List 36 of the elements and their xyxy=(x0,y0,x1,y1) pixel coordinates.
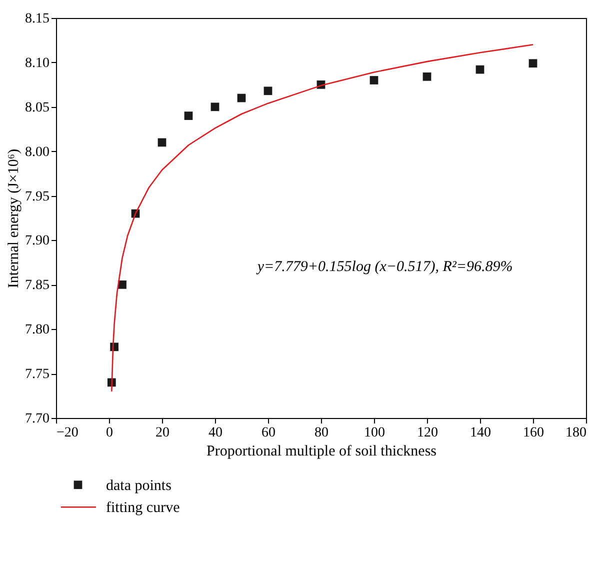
y-tick-label: 7.90 xyxy=(25,234,50,249)
x-tick-label: 180 xyxy=(566,426,586,440)
y-tick-label: 7.70 xyxy=(25,412,50,426)
x-tick-label: 80 xyxy=(314,426,328,440)
x-tick-label: −20 xyxy=(56,426,78,440)
annotation: y=7.779+0.155log (x−0.517), R²=96.89% xyxy=(255,259,513,275)
x-tick-label: 120 xyxy=(417,426,438,440)
point xyxy=(422,72,432,81)
point xyxy=(158,138,166,147)
point xyxy=(184,112,193,120)
x-tick-label: 20 xyxy=(156,426,170,440)
y-tick-label: 8.10 xyxy=(25,56,50,71)
y-tick-label: 8.00 xyxy=(25,144,50,160)
line-series xyxy=(111,44,534,392)
x-tick-label: 140 xyxy=(470,426,491,440)
x-axis-title: Proportional multiple of soil thickness xyxy=(206,444,437,460)
x-tick-label: 100 xyxy=(364,426,385,440)
point xyxy=(210,102,220,112)
y-tick-label: 7.75 xyxy=(25,367,50,382)
point xyxy=(476,65,484,74)
x-tick-label: 60 xyxy=(262,426,276,440)
y-tick-label: 8.05 xyxy=(25,100,50,116)
point xyxy=(528,59,538,68)
y-axis-title: Internal energy (J×10⁶) xyxy=(6,148,22,288)
x-tick-label: 160 xyxy=(523,426,544,440)
x-tick-label: 40 xyxy=(208,426,222,440)
legend-label: fitting curve xyxy=(106,500,180,516)
y-tick-label: 7.85 xyxy=(25,278,50,294)
point xyxy=(370,76,378,84)
x-tick-label: 0 xyxy=(106,426,113,440)
y-tick-label: 7.80 xyxy=(25,322,50,338)
y-tick-label: 7.95 xyxy=(25,189,50,204)
point xyxy=(264,86,272,96)
legend-label: data points xyxy=(106,478,172,494)
point xyxy=(237,94,246,102)
y-tick-label: 8.15 xyxy=(25,12,50,26)
